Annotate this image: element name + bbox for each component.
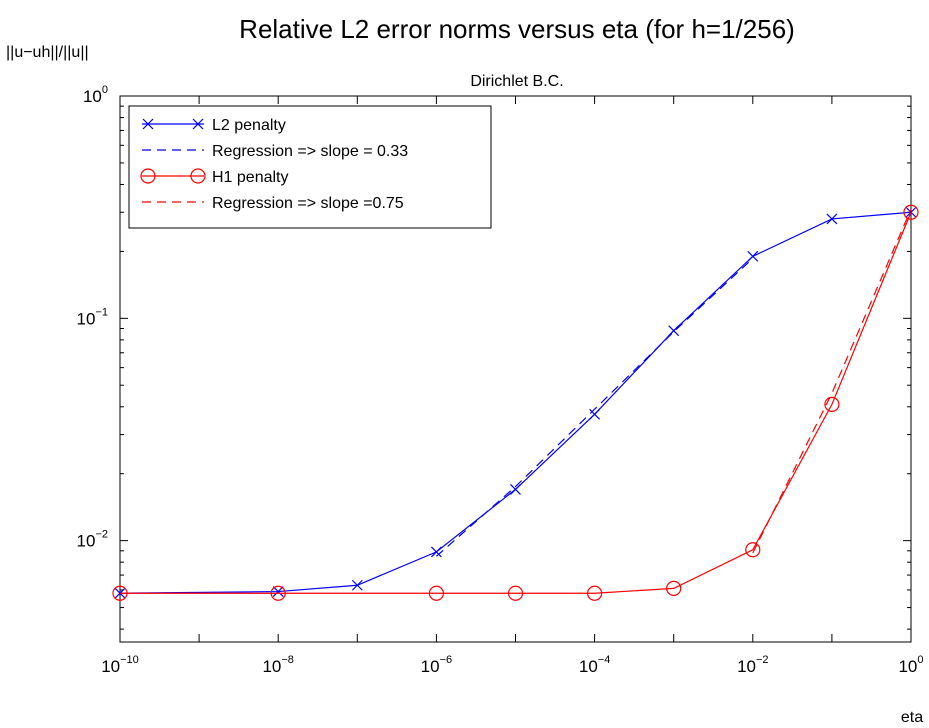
y-tick-label: 100 (83, 84, 108, 106)
x-tick-label-exponent: −4 (598, 654, 611, 666)
legend-item: L2 penalty (142, 117, 286, 134)
chart-subtitle: Dirichlet B.C. (470, 73, 563, 90)
x-tick-label: 10−8 (262, 654, 293, 676)
legend-label: Regression => slope = 0.33 (212, 143, 408, 160)
series-line (752, 208, 912, 554)
series-1 (436, 257, 754, 557)
data-point (824, 396, 840, 413)
data-point (905, 206, 917, 218)
x-tick-label-base: 10 (421, 657, 440, 676)
chart-title: Relative L2 error norms versus eta (for … (239, 14, 795, 44)
x-tick-label-exponent: −2 (756, 654, 769, 666)
y-axis-label: ||u−uh||/||u|| (6, 44, 89, 61)
x-tick-label-exponent: −10 (120, 654, 139, 666)
data-point (270, 585, 286, 601)
legend-marker (140, 168, 156, 184)
x-tick-label: 10−10 (101, 654, 139, 676)
data-point (586, 585, 603, 601)
y-tick-label-base: 10 (77, 532, 96, 551)
data-point (903, 204, 919, 220)
series-2 (112, 204, 919, 601)
data-point (747, 250, 759, 262)
x-tick-label: 10−4 (579, 654, 610, 676)
data-point (745, 542, 761, 558)
data-point (112, 585, 128, 601)
y-tick-label: 10−2 (77, 529, 108, 551)
x-tick-label: 10−2 (737, 654, 768, 676)
series-line (436, 257, 754, 557)
y-tick-label-base: 10 (77, 309, 96, 328)
legend-item: Regression => slope =0.75 (142, 195, 404, 212)
legend-label: L2 penalty (212, 117, 286, 134)
data-point (510, 483, 521, 495)
legend-marker (142, 118, 154, 130)
x-tick-label-base: 10 (262, 657, 281, 676)
x-tick-label-base: 10 (579, 657, 598, 676)
series-line (119, 211, 912, 594)
x-tick-label-exponent: −8 (281, 654, 294, 666)
x-tick-label-exponent: −6 (440, 654, 453, 666)
x-tick-label-base: 10 (898, 657, 917, 676)
x-axis-label: eta (901, 709, 923, 726)
series-line (120, 212, 912, 594)
x-tick-label-base: 10 (101, 657, 120, 676)
legend-item: Regression => slope = 0.33 (142, 143, 408, 160)
series-0 (114, 206, 917, 599)
x-tick-label: 100 (898, 654, 923, 676)
data-point (428, 585, 444, 601)
y-tick-label-base: 10 (83, 87, 102, 106)
legend: L2 penalty Regression => slope = 0.33 H1 p… (128, 105, 492, 229)
x-tick-label-exponent: 0 (917, 654, 923, 666)
x-tick-label-base: 10 (737, 657, 756, 676)
legend-box (128, 105, 492, 229)
data-point (430, 546, 442, 558)
data-point (507, 585, 524, 601)
data-point (826, 213, 838, 225)
y-tick-label-exponent: 0 (102, 84, 108, 96)
y-tick-label: 10−1 (77, 306, 108, 328)
series-layer (112, 204, 919, 601)
data-point (351, 579, 363, 591)
data-point (666, 580, 682, 596)
data-point (272, 586, 284, 598)
legend-label: H1 penalty (212, 169, 289, 186)
y-tick-label-exponent: −2 (95, 529, 108, 541)
y-tick-label-exponent: −1 (95, 306, 108, 318)
legend-marker (192, 118, 204, 130)
legend-marker (190, 168, 206, 184)
legend-label: Regression => slope =0.75 (212, 195, 404, 212)
data-point (668, 325, 680, 337)
legend-item: H1 penalty (140, 168, 289, 186)
x-tick-label: 10−6 (421, 654, 452, 676)
data-point (589, 408, 601, 420)
series-3 (752, 208, 912, 554)
